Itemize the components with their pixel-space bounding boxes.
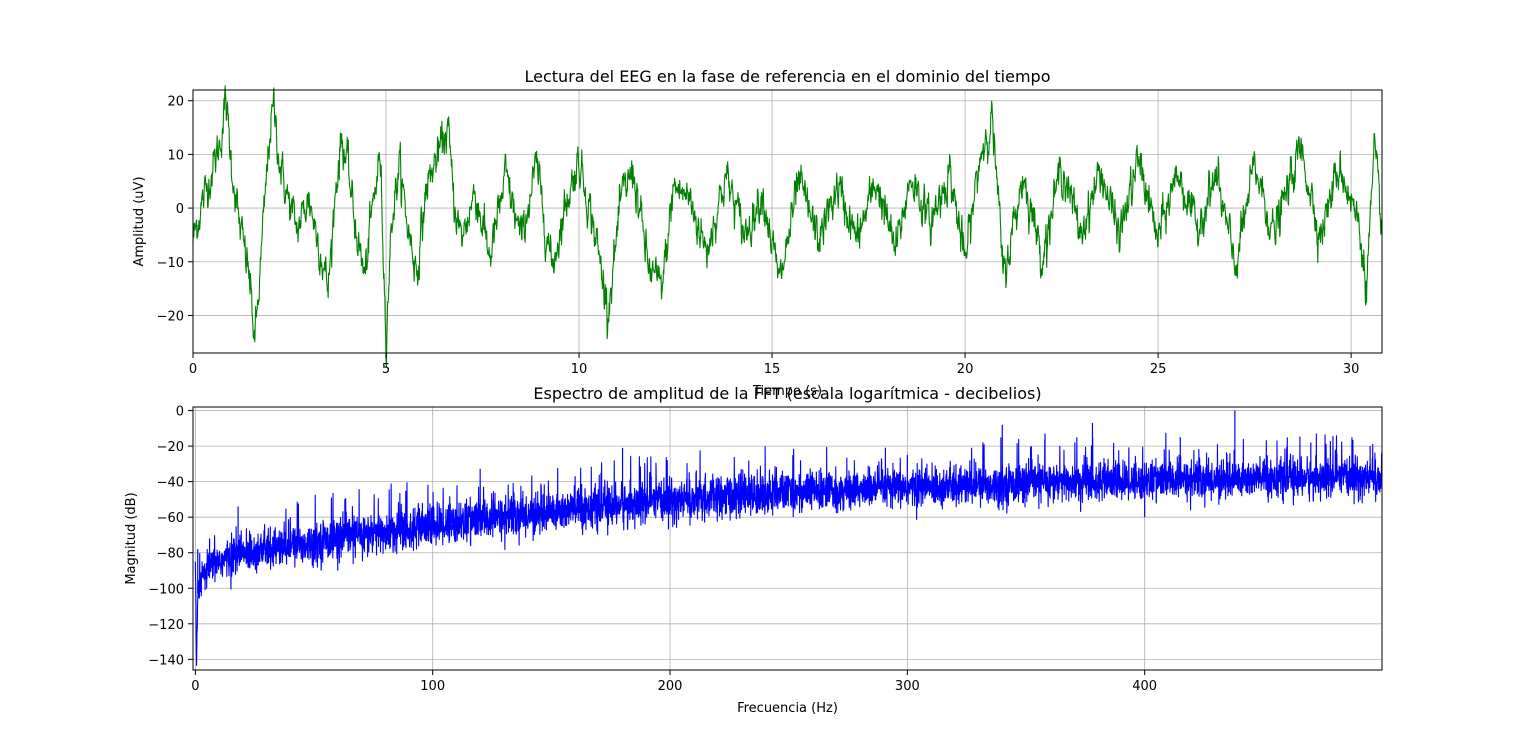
fft-spectrum-ytick-label-2: −100: [148, 582, 184, 597]
fft-spectrum-xtick-label-2: 200: [658, 679, 683, 694]
eeg-time-ylabel: Amplitud (uV): [132, 176, 147, 266]
fft-spectrum-ytick-label-6: −20: [157, 440, 184, 455]
eeg-time-ytick-label-4: 20: [167, 95, 184, 110]
fft-spectrum-xtick-label-4: 400: [1132, 679, 1157, 694]
eeg-time-xtick-label-6: 30: [1343, 362, 1360, 377]
eeg-time-title: Lectura del EEG en la fase de referencia…: [525, 67, 1051, 86]
eeg-time-xtick-label-5: 25: [1150, 362, 1167, 377]
fft-spectrum-ytick-label-4: −60: [157, 511, 184, 526]
eeg-time-xtick-label-0: 0: [189, 362, 197, 377]
eeg-time-xtick-label-2: 10: [571, 362, 588, 377]
eeg-time-ytick-label-0: −20: [157, 309, 184, 324]
eeg-time-ytick-label-1: −10: [157, 256, 184, 271]
eeg-time-xtick-label-4: 20: [957, 362, 974, 377]
eeg-time-line: [192, 85, 1383, 368]
eeg-time-ytick-label-2: 0: [176, 202, 184, 217]
fft-spectrum-xtick-label-1: 100: [420, 679, 445, 694]
fft-spectrum-ytick-label-5: −40: [157, 476, 184, 491]
eeg-time-plot-frame: [192, 89, 1383, 354]
fft-spectrum-plot-frame: [192, 406, 1383, 671]
fft-spectrum-xlabel: Frecuencia (Hz): [737, 701, 838, 716]
fft-spectrum-ytick-label-3: −80: [157, 547, 184, 562]
fft-spectrum-line: [194, 432, 1383, 666]
eeg-time-xtick-label-3: 15: [764, 362, 781, 377]
fft-spectrum-ticks: 0 100 200 300 400 −140 −120 −100 −80 −60 −40 −20 0: [148, 405, 1157, 694]
eeg-time-ytick-label-3: 10: [167, 148, 184, 163]
fft-spectrum-ytick-label-1: −120: [148, 618, 184, 633]
fft-spectrum-ylabel: Magnitud (dB): [124, 492, 139, 584]
fft-spectrum-series: [194, 410, 1383, 666]
fft-spectrum-chart: 0 100 200 300 400 −140 −120 −100 −80 −60 −40 −20 0 E…: [124, 384, 1383, 716]
fft-spectrum-xtick-label-3: 300: [895, 679, 920, 694]
fft-spectrum-ytick-label-7: 0: [176, 405, 184, 420]
fft-spectrum-xtick-label-0: 0: [191, 679, 199, 694]
eeg-time-ticks: 0 5 10 15 20 25 30 −20 −10 0 10 20: [157, 95, 1360, 377]
fft-spectrum-title: Espectro de amplitud de la FFT (escala l…: [533, 384, 1041, 403]
eeg-time-series: [192, 85, 1383, 368]
eeg-time-chart: 0 5 10 15 20 25 30 −20 −10 0 10 20 Lectura del EEG …: [132, 67, 1383, 399]
eeg-time-xtick-label-1: 5: [382, 362, 390, 377]
eeg-time-xlabel: Tiempo (s): [752, 384, 822, 399]
fft-spectrum-ytick-label-0: −140: [148, 653, 184, 668]
